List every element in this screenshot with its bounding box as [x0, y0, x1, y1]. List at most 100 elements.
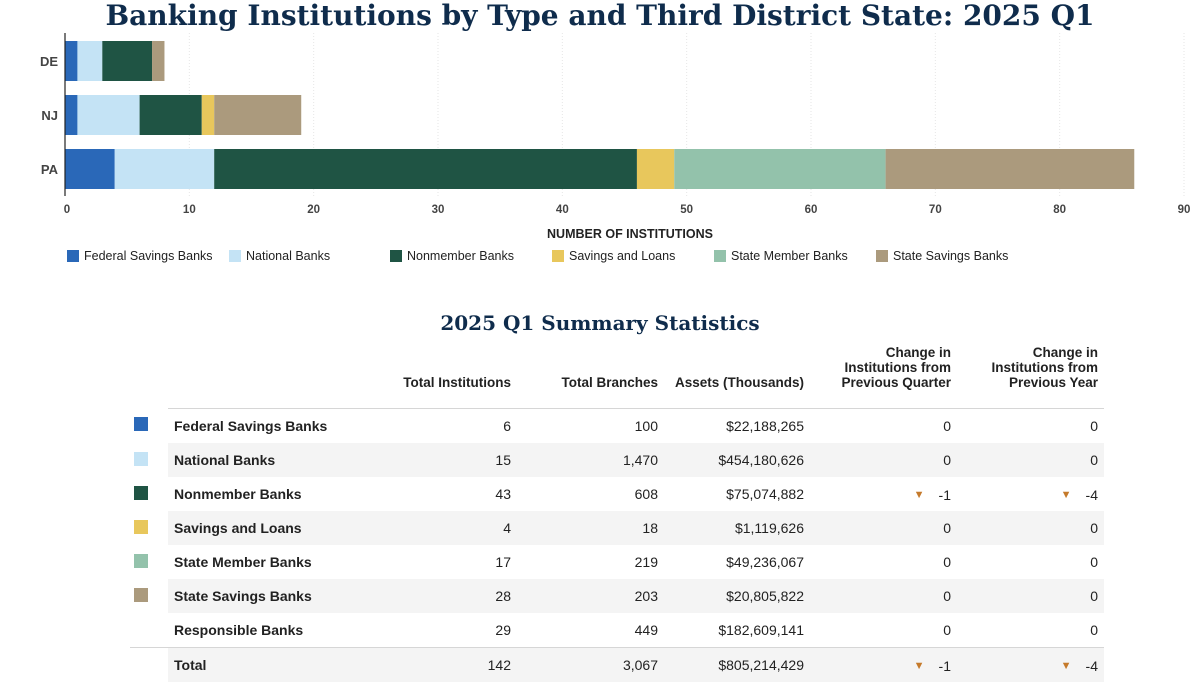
change-quarter-header-line: Previous Quarter — [841, 375, 951, 390]
change-quarter-header-line: Institutions from — [845, 360, 952, 375]
branches-cell: 18 — [517, 511, 664, 545]
bar-segment — [65, 95, 77, 135]
assets-cell: $20,805,822 — [664, 579, 810, 613]
branches-cell: 100 — [517, 409, 664, 444]
change-y-cell: ▼-4 — [957, 648, 1104, 682]
bar-segment — [202, 95, 214, 135]
summary-table: Total Institutions Total Branches Assets… — [130, 345, 1104, 682]
legend-item: State Savings Banks — [876, 249, 1008, 263]
legend-swatch — [876, 250, 888, 262]
bar-segment — [65, 41, 77, 81]
x-tick-label: 50 — [680, 204, 693, 216]
x-tick-label: 30 — [432, 204, 445, 216]
legend-swatch — [552, 250, 564, 262]
change-q-cell: 0 — [810, 409, 957, 444]
x-tick-label: 10 — [183, 204, 196, 216]
y-category-label: NJ — [41, 108, 58, 123]
x-tick-label: 80 — [1053, 204, 1066, 216]
assets-cell: $805,214,429 — [664, 648, 810, 682]
branches-cell: 608 — [517, 477, 664, 511]
x-tick-label: 90 — [1178, 204, 1191, 216]
x-tick-label: 60 — [805, 204, 818, 216]
change-y-cell: 0 — [957, 443, 1104, 477]
assets-cell: $1,119,626 — [664, 511, 810, 545]
bar-segment — [637, 149, 674, 189]
legend-label: State Member Banks — [731, 249, 848, 263]
branches-cell: 203 — [517, 579, 664, 613]
change-q-cell: 0 — [810, 579, 957, 613]
legend-label: Savings and Loans — [569, 249, 675, 263]
change-y-cell: 0 — [957, 613, 1104, 648]
bar-segment — [65, 149, 115, 189]
type-name: National Banks — [168, 443, 365, 477]
x-tick-label: 40 — [556, 204, 569, 216]
change-value: -4 — [1086, 487, 1098, 503]
assets-cell: $182,609,141 — [664, 613, 810, 648]
legend-swatch — [714, 250, 726, 262]
change-value: -1 — [939, 658, 951, 674]
bar-segment — [77, 41, 102, 81]
change-year-header-line: Institutions from — [992, 360, 1099, 375]
down-triangle-icon: ▼ — [1061, 489, 1072, 501]
down-triangle-icon: ▼ — [914, 660, 925, 672]
legend-item: Federal Savings Banks — [67, 249, 213, 263]
table-title: 2025 Q1 Summary Statistics — [0, 310, 1200, 336]
institutions-header: Total Institutions — [365, 345, 517, 409]
bar-segment — [214, 95, 301, 135]
bar-segment — [140, 95, 202, 135]
type-name: Nonmember Banks — [168, 477, 365, 511]
type-header — [168, 345, 365, 409]
x-axis-title: NUMBER OF INSTITUTIONS — [547, 227, 713, 240]
legend-item: National Banks — [229, 249, 330, 263]
swatch-header — [130, 345, 168, 409]
type-name: Savings and Loans — [168, 511, 365, 545]
bar-segment — [674, 149, 885, 189]
bar-segment — [115, 149, 214, 189]
institutions-cell: 43 — [365, 477, 517, 511]
type-name: Total — [168, 648, 365, 682]
legend-swatch — [229, 250, 241, 262]
assets-cell: $454,180,626 — [664, 443, 810, 477]
bar-segment — [77, 95, 139, 135]
bar-segment — [886, 149, 1135, 189]
institutions-cell: 29 — [365, 613, 517, 648]
change-q-cell: ▼ -1 — [810, 648, 957, 682]
assets-cell: $49,236,067 — [664, 545, 810, 579]
change-y-cell: 0 — [957, 545, 1104, 579]
legend-label: National Banks — [246, 249, 330, 263]
legend-label: Nonmember Banks — [407, 249, 514, 263]
type-swatch — [134, 520, 148, 534]
change-quarter-header: Change in Institutions from Previous Qua… — [810, 345, 957, 409]
institutions-cell: 142 — [365, 648, 517, 682]
change-q-cell: 0 — [810, 443, 957, 477]
swatch-cell — [130, 477, 168, 511]
type-name: Federal Savings Banks — [168, 409, 365, 444]
x-tick-label: 70 — [929, 204, 942, 216]
bar-segment — [102, 41, 152, 81]
change-quarter-header-line: Change in — [886, 345, 951, 360]
change-q-cell: 0 — [810, 511, 957, 545]
change-year-header: Change in Institutions from Previous Yea… — [957, 345, 1104, 409]
institutions-cell: 4 — [365, 511, 517, 545]
change-q-cell: 0 — [810, 545, 957, 579]
institutions-cell: 28 — [365, 579, 517, 613]
type-swatch — [134, 486, 148, 500]
type-swatch — [134, 417, 148, 431]
bar-segment — [152, 41, 164, 81]
swatch-cell — [130, 545, 168, 579]
legend-item: State Member Banks — [714, 249, 848, 263]
type-name: State Savings Banks — [168, 579, 365, 613]
y-category-label: PA — [41, 162, 59, 177]
swatch-cell — [130, 613, 168, 648]
change-q-cell: ▼-1 — [810, 477, 957, 511]
swatch-cell — [130, 409, 168, 444]
change-year-header-line: Change in — [1033, 345, 1098, 360]
assets-cell: $22,188,265 — [664, 409, 810, 444]
change-y-cell: ▼ -4 — [957, 477, 1104, 511]
